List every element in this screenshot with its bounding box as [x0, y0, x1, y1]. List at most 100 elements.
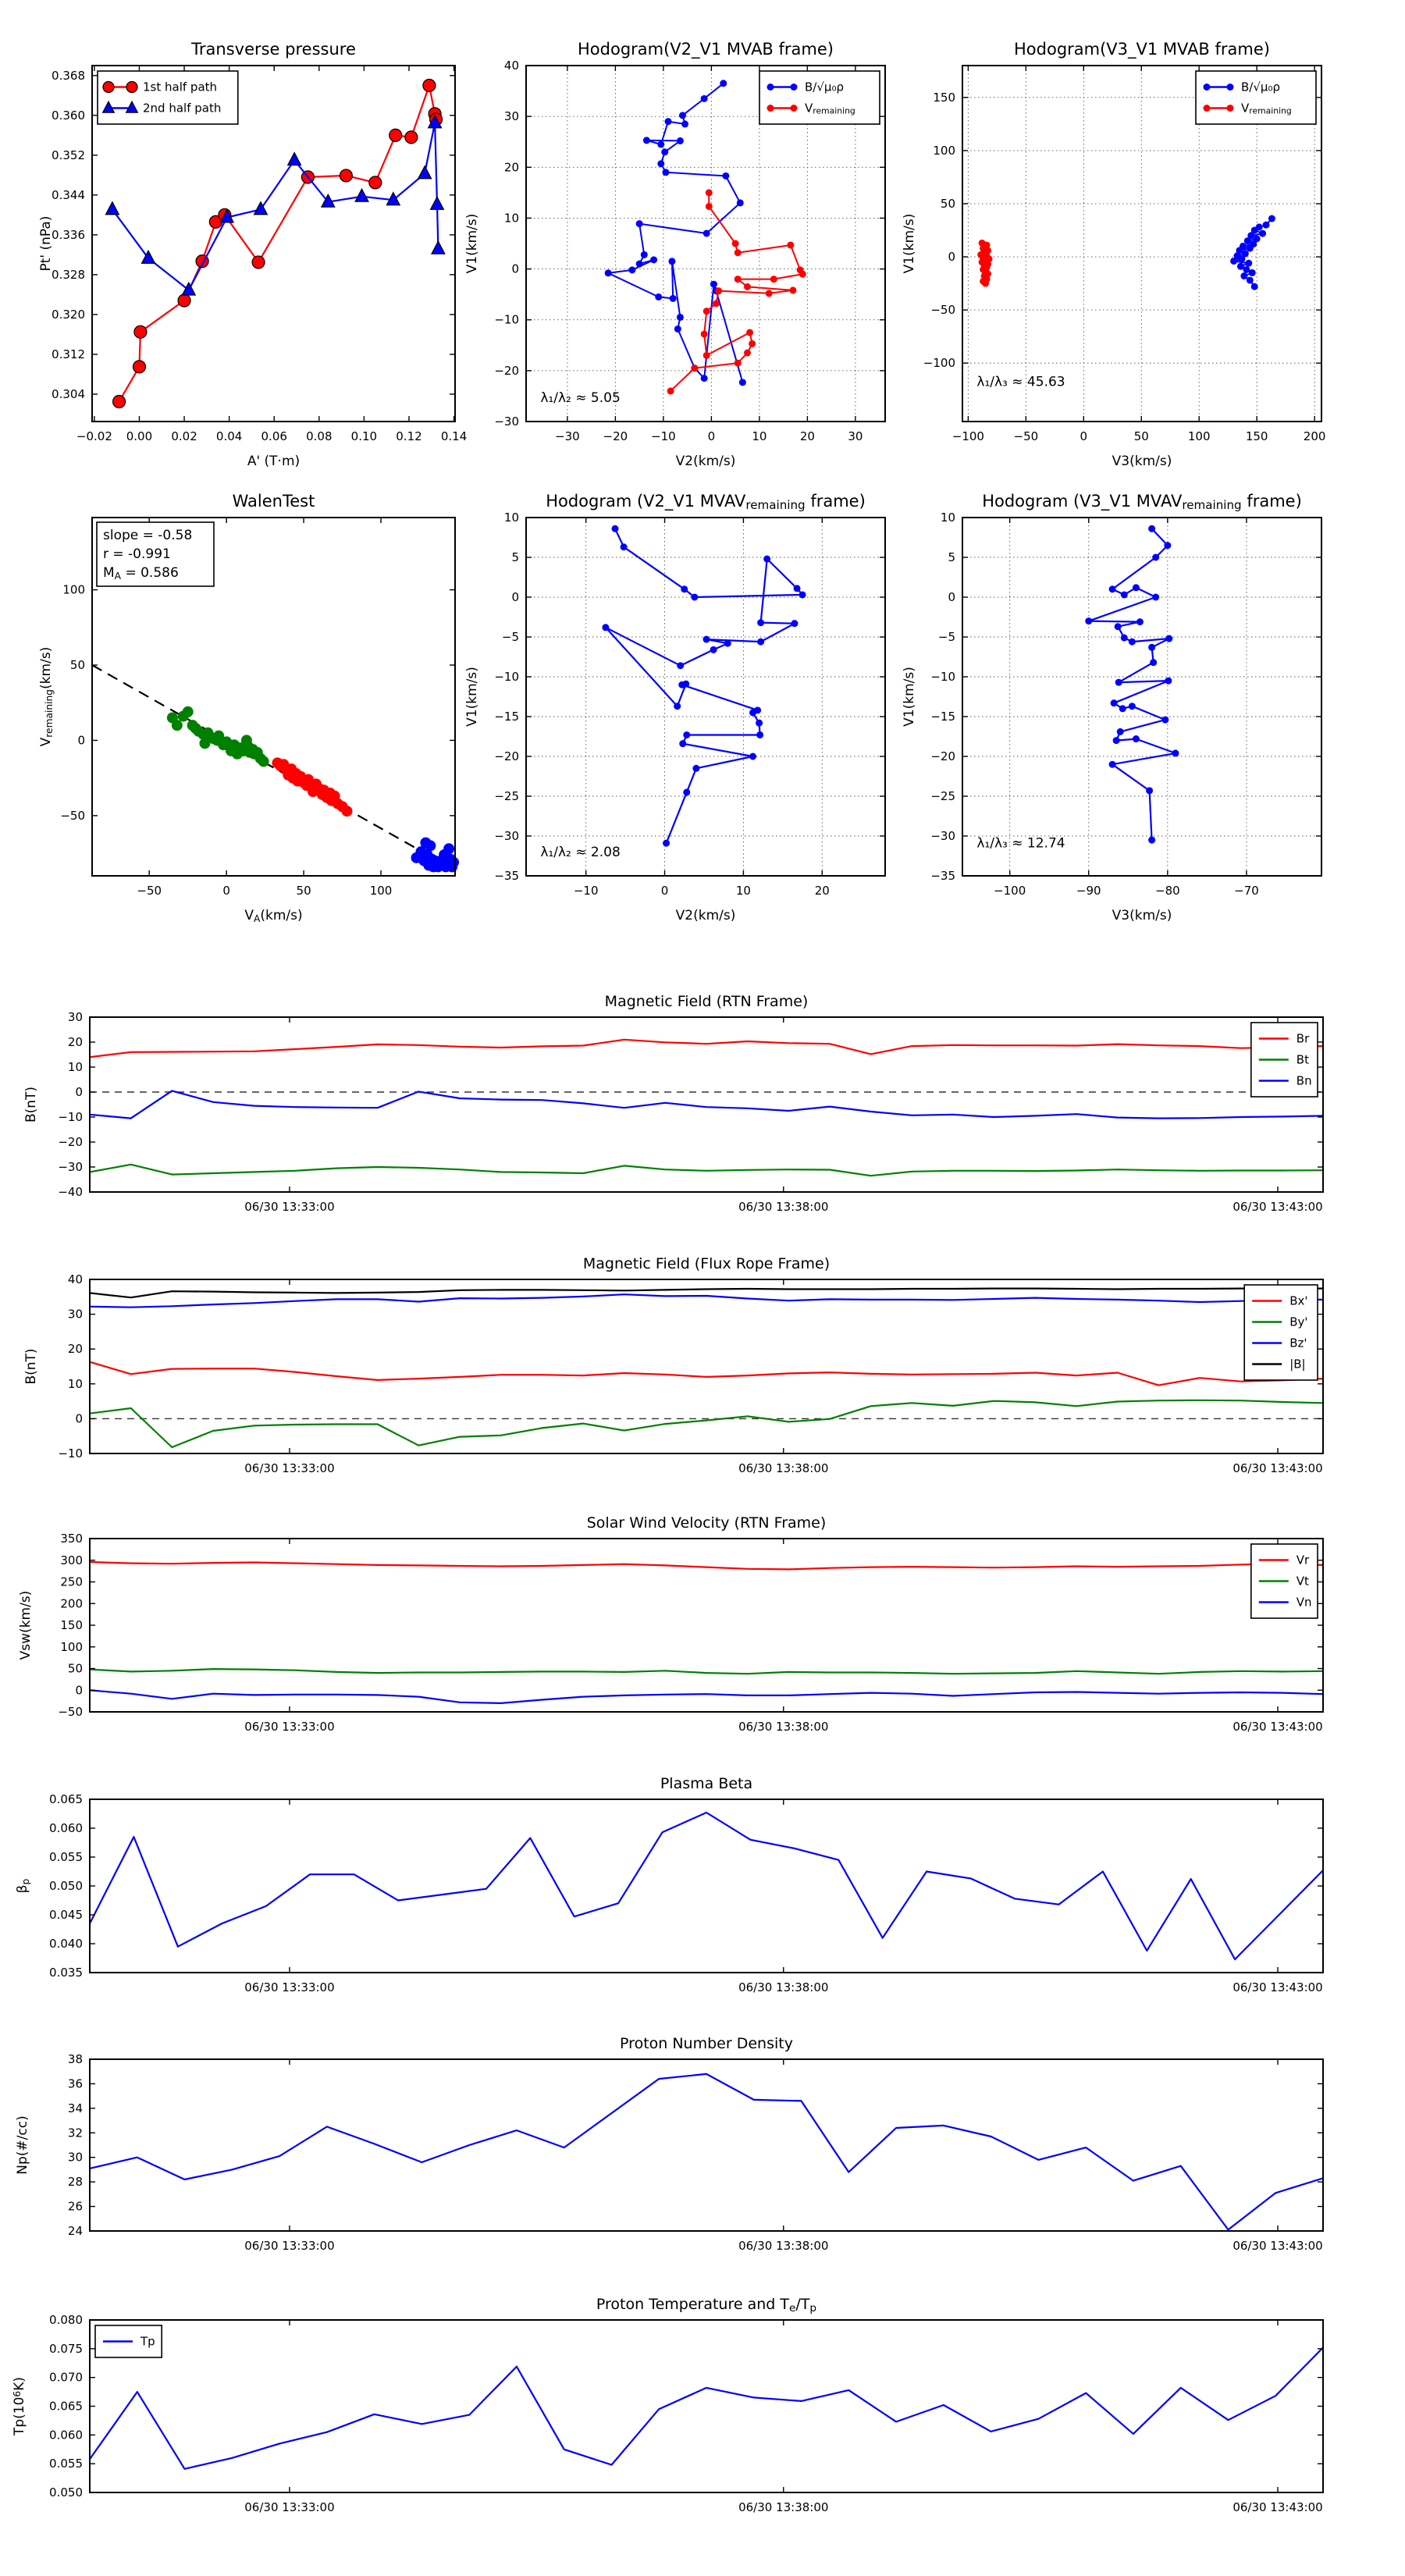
y-tick-label: 20 [68, 1035, 83, 1049]
legend: B/√μ₀ρ Vremaining [1195, 70, 1317, 125]
point-marker [705, 189, 713, 197]
legend-label: Tp [140, 2335, 155, 2349]
y-tick-label: 10 [68, 1377, 83, 1391]
y-tick-label: 0 [75, 1683, 83, 1697]
chart-title: WalenTest [233, 492, 315, 511]
chart-transverse-pressure: −0.02 0.00 0.02 0.04 0.06 0.08 0.10 0.12 0.14 0.3… [38, 40, 467, 469]
y-axis-label: B(nT) [23, 1348, 39, 1384]
y-tick-label: −35 [494, 869, 519, 883]
chart-proton-number-density: 06/30 13:33:00 06/30 13:38:00 06/30 13:43:… [15, 2035, 1324, 2253]
point-marker [767, 105, 774, 112]
point-marker [722, 172, 730, 180]
point-marker [790, 84, 798, 91]
y-tick-label: −30 [494, 415, 519, 429]
y-axis-label: βp [15, 1878, 31, 1893]
legend-label: Bx' [1289, 1294, 1307, 1308]
point-marker [420, 837, 432, 849]
y-tick-label: 5 [948, 550, 955, 564]
triangle-marker [253, 201, 269, 215]
point-marker [799, 270, 806, 278]
point-marker [763, 555, 771, 563]
y-tick-label: 150 [933, 91, 955, 105]
axes-frame [89, 1538, 1324, 1713]
y-tick-label: 200 [60, 1596, 83, 1610]
point-marker [702, 635, 710, 643]
point-marker [429, 855, 441, 866]
x-tick-label: 06/30 13:38:00 [738, 2239, 828, 2253]
point-marker [635, 260, 643, 268]
chart-hodogram-v2v1-mvav: −10 0 10 20 −35 −30 −25 −20 −15 −10 −5 0 5 10 Hodogram… [464, 492, 886, 923]
y-tick-label: 350 [60, 1532, 83, 1546]
chart-magnetic-field-flux-rope: 06/30 13:33:00 06/30 13:38:00 06/30 13:43:… [23, 1255, 1324, 1475]
point-marker [1165, 677, 1172, 685]
legend-label: Vn [1297, 1596, 1312, 1610]
y-tick-label: 0 [75, 1411, 83, 1425]
x-tick-label: −100 [952, 429, 984, 443]
y-tick-label: 32 [68, 2126, 83, 2140]
point-marker [1226, 105, 1234, 112]
chart-title: Solar Wind Velocity (RTN Frame) [587, 1514, 827, 1532]
point-marker [655, 293, 663, 301]
series-beta_p [89, 1811, 1324, 1961]
point-marker [1152, 593, 1160, 601]
info-box [96, 521, 215, 587]
y-tick-label: 0.045 [49, 1908, 83, 1922]
y-tick-label: 0.040 [49, 1937, 83, 1951]
point-marker [700, 330, 708, 338]
y-tick-label: 0 [75, 1085, 83, 1099]
x-axis-label: V2(km/s) [676, 908, 736, 923]
point-marker [258, 756, 269, 767]
y-tick-label: 0 [511, 590, 519, 604]
x-tick-label: 200 [1304, 429, 1326, 443]
x-tick-label: −10 [651, 429, 676, 443]
point-marker [1148, 525, 1156, 532]
point-marker [126, 80, 138, 94]
point-marker [1226, 84, 1234, 91]
y-tick-label: 250 [60, 1575, 83, 1589]
y-tick-label: 0.368 [52, 69, 85, 83]
y-tick-label: 0 [948, 590, 955, 604]
x-tick-label: 50 [1134, 429, 1149, 443]
point-marker [642, 137, 650, 144]
point-marker [1164, 542, 1172, 550]
x-tick-label: −50 [137, 884, 162, 898]
x-tick-label: −0.02 [76, 429, 112, 443]
point-marker [744, 349, 752, 357]
x-tick-label: 0.02 [171, 429, 197, 443]
y-tick-label: 0.320 [52, 308, 85, 322]
y-tick-label: 10 [504, 511, 519, 525]
series-Bx' [89, 1361, 1324, 1386]
point-marker [339, 169, 353, 183]
x-tick-label: 06/30 13:43:00 [1232, 1720, 1322, 1734]
x-tick-label: 06/30 13:33:00 [244, 1980, 334, 1994]
y-tick-label: 0.050 [49, 1879, 83, 1893]
y-tick-label: 30 [68, 1010, 83, 1024]
point-marker [791, 620, 799, 628]
point-marker [1085, 617, 1093, 625]
chart-title: Proton Temperature and Te/Tp [596, 2296, 816, 2314]
point-marker [102, 80, 115, 94]
y-tick-label: −20 [494, 364, 519, 378]
legend: 1st half path 2nd half path [97, 70, 239, 125]
point-marker [132, 360, 147, 374]
point-marker [681, 585, 688, 593]
point-marker [1245, 259, 1253, 267]
point-marker [1150, 659, 1158, 667]
x-tick-label: 06/30 13:38:00 [738, 1720, 828, 1734]
y-tick-label: 30 [68, 2151, 83, 2165]
point-marker [1128, 703, 1136, 710]
point-marker [640, 251, 648, 258]
point-marker [702, 351, 710, 359]
axes-frame [89, 2319, 1324, 2493]
point-marker [756, 719, 763, 727]
x-tick-label: −90 [1076, 884, 1101, 898]
y-tick-label: 30 [504, 109, 519, 123]
y-tick-label: 20 [504, 160, 519, 174]
legend-label: Br [1297, 1032, 1310, 1046]
point-marker [112, 394, 126, 409]
y-tick-label: −15 [494, 710, 519, 724]
point-marker [715, 287, 723, 295]
point-marker [756, 731, 764, 738]
